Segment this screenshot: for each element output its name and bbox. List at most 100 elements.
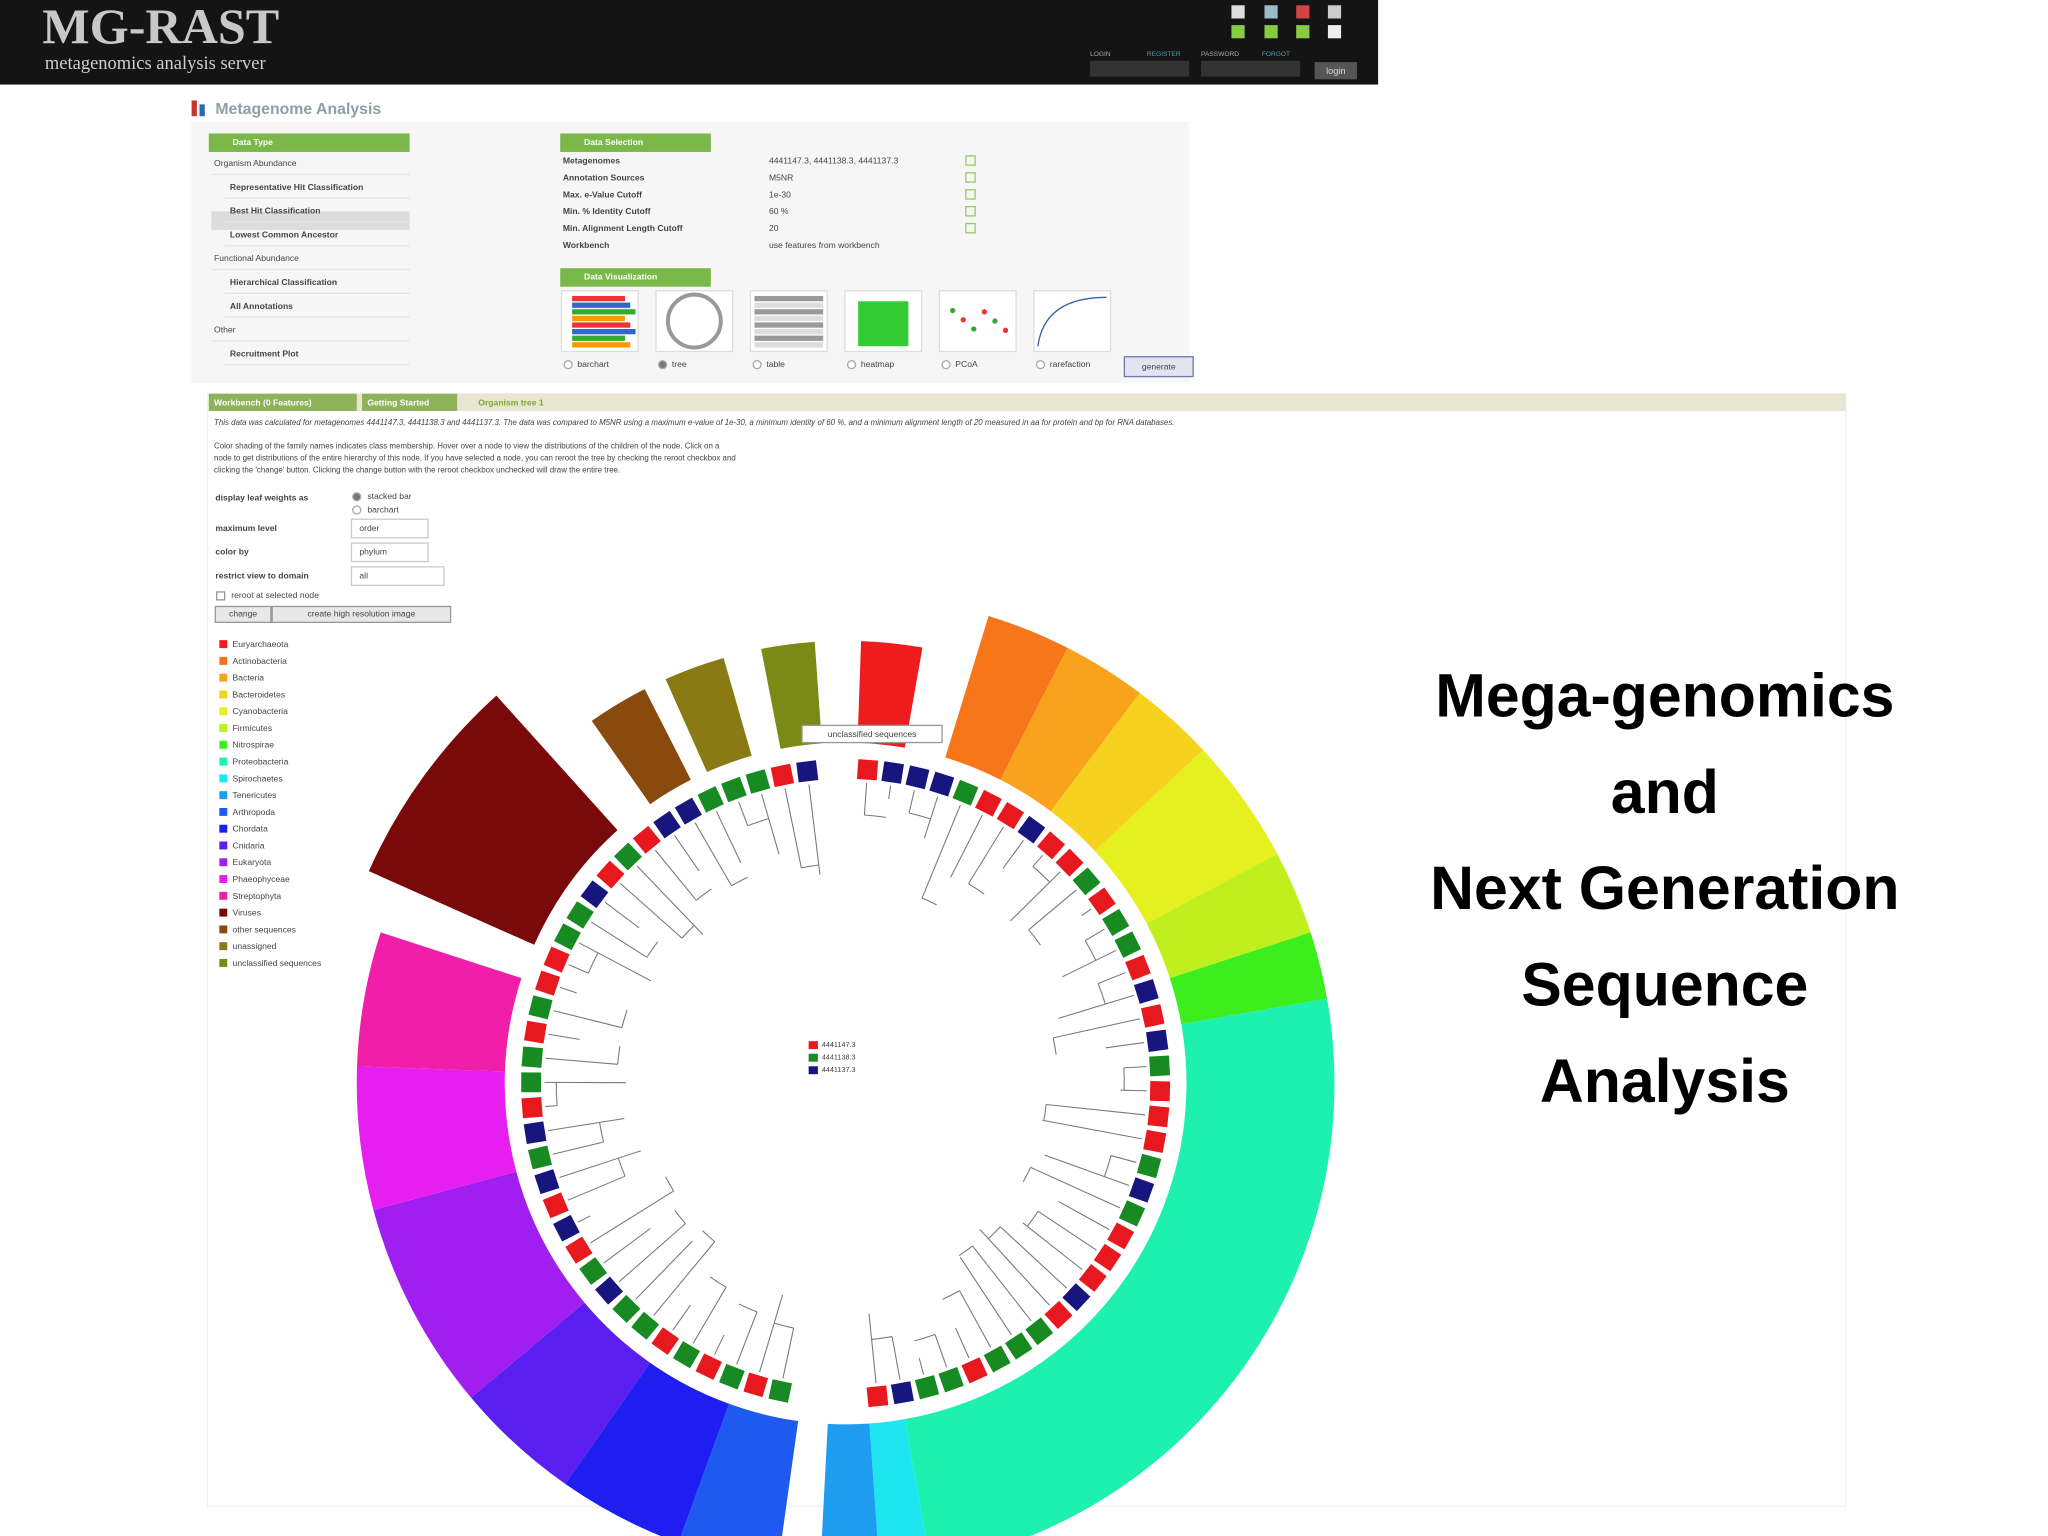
taxon-wedge[interactable]: [1000, 647, 1140, 812]
thumbnail-row: [754, 295, 824, 302]
group-heading: Organism Abundance: [214, 158, 297, 168]
data-type-option[interactable]: Representative Hit Classification: [230, 182, 363, 192]
edit-icon[interactable]: [965, 189, 976, 200]
tab-label[interactable]: Getting Started: [367, 397, 429, 407]
branch: [1044, 1154, 1130, 1187]
branch: [923, 796, 939, 839]
edit-icon[interactable]: [965, 205, 976, 217]
select-box[interactable]: [350, 542, 429, 563]
visualization-option[interactable]: PCoA: [955, 359, 978, 369]
thumbnail-row: [754, 302, 824, 308]
legend-swatch: [219, 690, 228, 699]
branch: [578, 942, 652, 982]
taxon-wedge[interactable]: [820, 1423, 880, 1536]
button[interactable]: [271, 605, 452, 623]
radio[interactable]: [752, 360, 762, 370]
thumbnail-row: [754, 315, 824, 322]
login-button[interactable]: [1314, 62, 1357, 80]
button[interactable]: [214, 605, 272, 623]
radio-label[interactable]: stacked bar: [367, 491, 411, 501]
generate-label[interactable]: generate: [1142, 362, 1176, 372]
button-label[interactable]: create high resolution image: [307, 609, 415, 619]
button-label[interactable]: change: [229, 609, 257, 619]
legend-swatch: [219, 908, 228, 917]
taxon-wedge[interactable]: [678, 1403, 799, 1536]
sample-box: [769, 762, 796, 789]
tab[interactable]: [362, 393, 458, 411]
branch: [577, 1215, 591, 1223]
radio[interactable]: [658, 360, 668, 370]
radio[interactable]: [563, 360, 573, 370]
radio[interactable]: [941, 360, 951, 370]
taxon-wedge[interactable]: [373, 1171, 585, 1398]
thumbnail-bar: [572, 315, 625, 322]
branch-arc: [617, 1046, 621, 1065]
radio[interactable]: [352, 505, 362, 515]
visualization-option[interactable]: barchart: [577, 359, 609, 369]
sample-box: [671, 1339, 702, 1371]
edit-icon[interactable]: [965, 172, 976, 183]
tab-label[interactable]: Organism tree 1: [478, 397, 544, 407]
data-type-option[interactable]: Lowest Common Ancestor: [230, 229, 339, 239]
sample-box: [1023, 1315, 1055, 1348]
radio[interactable]: [846, 360, 857, 370]
selection-value: 60 %: [769, 206, 789, 216]
taxon-wedge[interactable]: [357, 932, 522, 1072]
select-box[interactable]: [350, 566, 445, 586]
taxon-wedge[interactable]: [565, 1362, 730, 1536]
taxon-wedge[interactable]: [1094, 750, 1278, 924]
taxon-wedge[interactable]: [904, 998, 1335, 1536]
taxon-wedge[interactable]: [591, 689, 691, 805]
select-value[interactable]: phylum: [359, 547, 387, 557]
thumbnail[interactable]: [1033, 290, 1112, 353]
visualization-option[interactable]: heatmap: [861, 359, 895, 369]
tab[interactable]: [208, 393, 357, 411]
data-type-option[interactable]: Hierarchical Classification: [230, 277, 337, 287]
nav-icons[interactable]: [1231, 5, 1342, 39]
select-box[interactable]: [350, 518, 429, 539]
branch-arc: [702, 1230, 716, 1243]
taxon-wedge[interactable]: [945, 615, 1068, 780]
sample-box: [950, 778, 981, 808]
taxon-wedge[interactable]: [368, 695, 618, 945]
password-input[interactable]: [1201, 60, 1301, 77]
visualization-option[interactable]: rarefaction: [1050, 359, 1091, 369]
checkbox[interactable]: [216, 591, 226, 601]
branch-arc: [587, 952, 599, 974]
data-type-option[interactable]: All Annotations: [230, 301, 293, 311]
title-icon: [191, 100, 197, 117]
taxon-wedge[interactable]: [869, 1419, 930, 1536]
radio[interactable]: [352, 492, 362, 502]
branch: [674, 835, 700, 872]
login-button-label[interactable]: login: [1326, 66, 1346, 76]
edit-icon[interactable]: [965, 222, 976, 234]
sample-box: [741, 1370, 770, 1399]
legend-label: Bacteria: [233, 673, 265, 683]
visualization-option[interactable]: tree: [672, 359, 687, 369]
branch: [568, 964, 589, 974]
radio[interactable]: [1035, 360, 1046, 370]
thumbnail-bar: [572, 309, 636, 315]
visualization-option[interactable]: table: [766, 359, 785, 369]
tab-label[interactable]: Workbench (0 Features): [214, 397, 312, 407]
login-input[interactable]: [1090, 60, 1190, 77]
thumbnail[interactable]: [938, 290, 1017, 353]
taxon-wedge[interactable]: [471, 1302, 651, 1484]
sample-box: [1003, 1330, 1035, 1362]
radio-label[interactable]: barchart: [367, 504, 399, 514]
taxon-wedge[interactable]: [1146, 853, 1311, 979]
taxon-wedge[interactable]: [1050, 693, 1204, 851]
generate-button[interactable]: [1123, 356, 1194, 378]
select-value[interactable]: all: [359, 570, 368, 580]
taxon-wedge[interactable]: [761, 641, 822, 749]
data-type-option[interactable]: Recruitment Plot: [230, 348, 299, 358]
taxon-wedge[interactable]: [1169, 932, 1328, 1025]
data-type-option[interactable]: Best Hit Classification: [230, 206, 321, 216]
taxon-wedge[interactable]: [665, 657, 752, 773]
select-value[interactable]: order: [359, 523, 379, 533]
taxon-wedge[interactable]: [857, 641, 923, 748]
edit-icon[interactable]: [965, 155, 976, 166]
taxon-wedge[interactable]: [356, 1066, 517, 1210]
branch-arc: [599, 1122, 605, 1143]
